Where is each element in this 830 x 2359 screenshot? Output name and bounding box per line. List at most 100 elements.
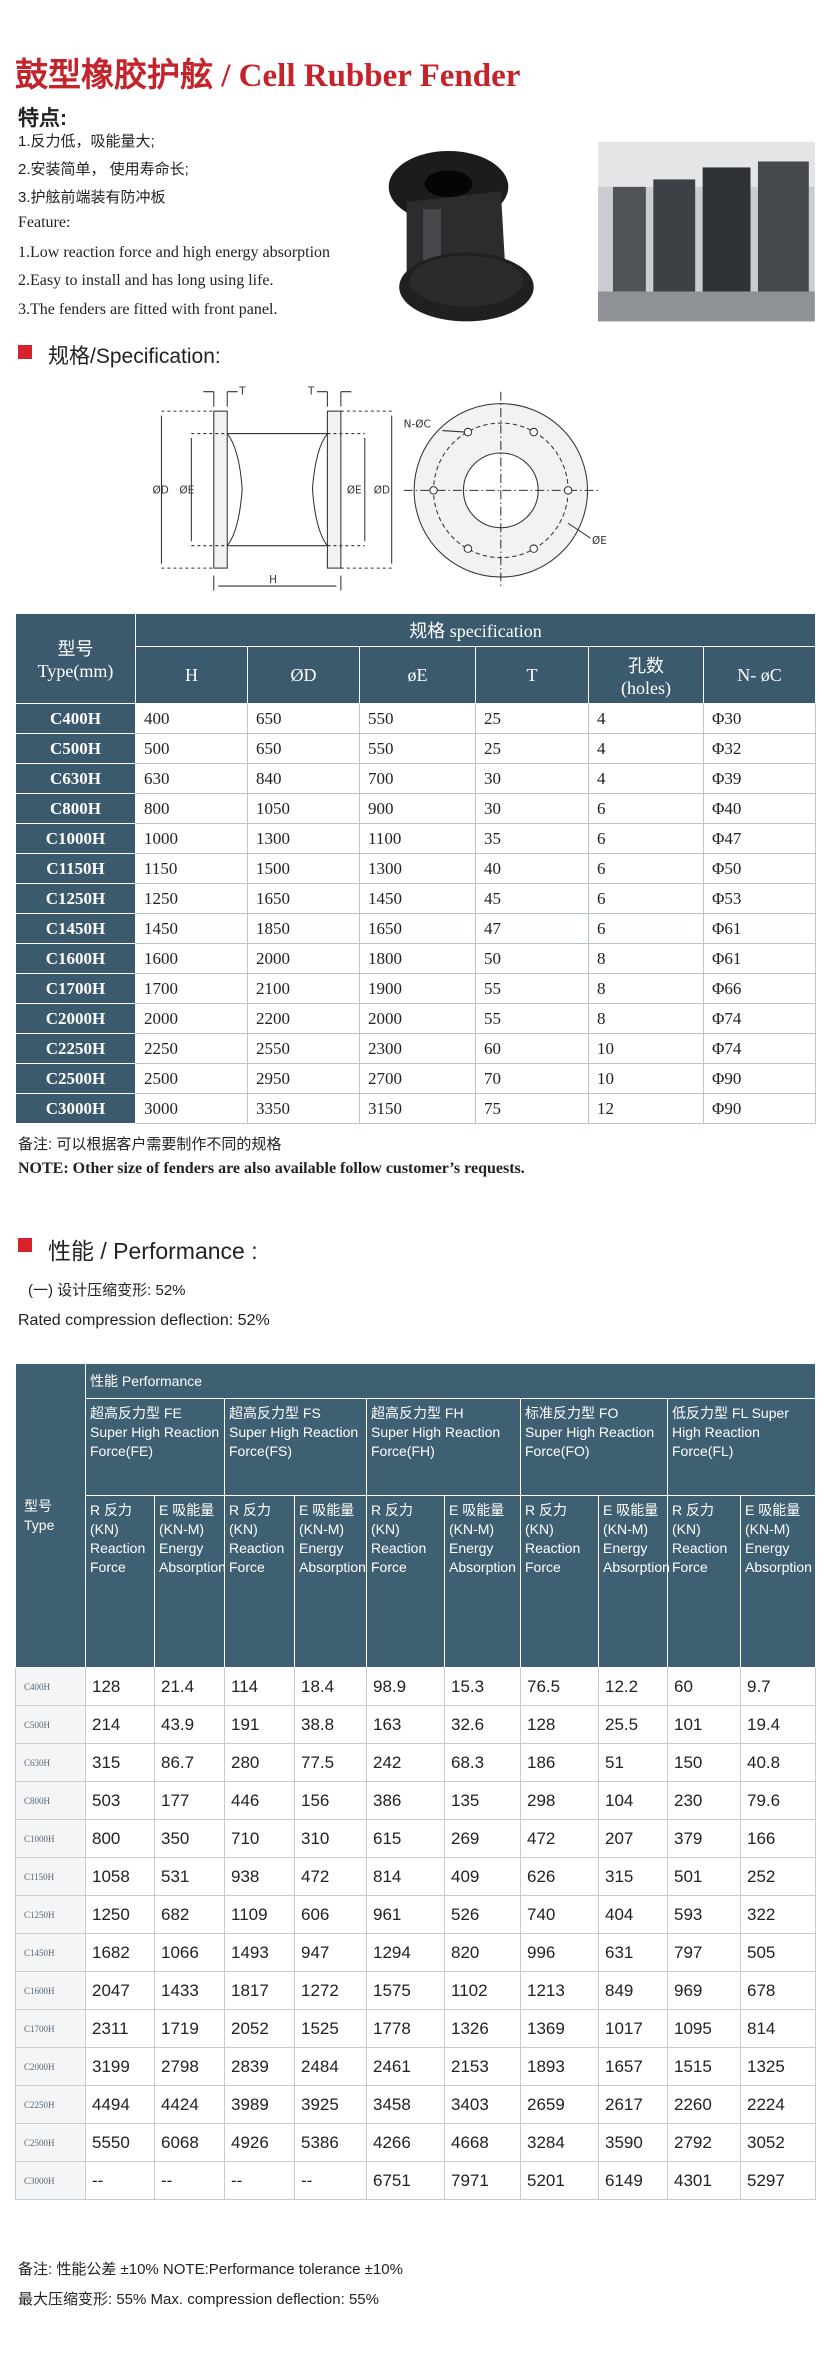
data-cell: 156 xyxy=(294,1781,367,1820)
data-cell: 75 xyxy=(475,1093,589,1124)
data-cell: 1000 xyxy=(135,823,248,854)
type-cell: C2250H xyxy=(15,1033,136,1064)
data-cell: 8 xyxy=(588,1003,704,1034)
data-cell: 5297 xyxy=(739,2161,817,2200)
data-cell: 3458 xyxy=(366,2085,445,2124)
feature-cn: 3.护舷前端装有防冲板 xyxy=(18,189,166,206)
sub-header: E 吸能量 (KN-M) Energy Absorption xyxy=(598,1495,670,1668)
data-cell: 4424 xyxy=(154,2085,225,2124)
feature-en: 1.Low reaction force and high energy abs… xyxy=(18,244,331,261)
data-cell: 1450 xyxy=(135,913,248,944)
type-cell: C1600H xyxy=(15,1971,86,2010)
header-text: Energy Absorption xyxy=(745,1540,812,1575)
data-cell: 1294 xyxy=(366,1933,445,1972)
group-name: 超高反力型 FH Super High Reaction Force(FH) xyxy=(366,1398,521,1496)
data-cell: 2052 xyxy=(224,2009,295,2048)
data-cell: 2000 xyxy=(359,1003,476,1034)
header-text: (KN) xyxy=(371,1521,400,1537)
data-cell: 252 xyxy=(739,1857,817,1896)
header-text: High Reaction Force(FL) xyxy=(672,1424,760,1459)
header-text: 低反力型 FL Super xyxy=(672,1405,789,1421)
header-row: H ØD øE T 孔数 (holes) N- øC xyxy=(16,646,816,704)
sub-header: E 吸能量 (KN-M) Energy Absorption xyxy=(154,1495,226,1668)
feature-cn: 1.反力低，吸能量大; xyxy=(18,133,155,150)
header-text: Super High Reaction Force(FH) xyxy=(371,1424,501,1459)
header-text: Type(mm) xyxy=(37,661,114,681)
data-cell: 76.5 xyxy=(520,1667,599,1706)
data-cell: 12 xyxy=(588,1093,704,1124)
header-row: R 反力 (KN) Reaction Force E 吸能量 (KN-M) Energy … xyxy=(16,1495,817,1668)
data-cell: 5201 xyxy=(520,2161,599,2200)
diagram-label: T xyxy=(307,386,315,398)
data-cell: 404 xyxy=(598,1895,668,1934)
data-cell: 1515 xyxy=(667,2047,741,2086)
data-cell: 820 xyxy=(444,1933,521,1972)
table-row: C1600H 2047 1433 1817 1272 1575 1102 1213 849 969… xyxy=(15,1971,817,2010)
note: NOTE: Other size of fenders are also ava… xyxy=(18,1160,525,1177)
header-text: H xyxy=(185,664,198,685)
table-row: C500H 500 650 550 25 4 Φ32 xyxy=(15,733,816,764)
data-cell: -- xyxy=(224,2161,295,2200)
table-row: C2500H 2500 2950 2700 70 10 Φ90 xyxy=(15,1063,816,1094)
data-cell: 2260 xyxy=(667,2085,741,2124)
data-cell: 322 xyxy=(739,1895,817,1934)
data-cell: 298 xyxy=(520,1781,599,1820)
data-cell: 35 xyxy=(475,823,589,854)
data-cell: 242 xyxy=(366,1743,445,1782)
header-text: 超高反力型 FH xyxy=(371,1405,464,1421)
type-cell: C2500H xyxy=(15,1063,136,1094)
data-cell: 1300 xyxy=(359,853,476,884)
header-text: Energy Absorption xyxy=(299,1540,366,1575)
data-cell: 650 xyxy=(247,733,360,764)
column-header: H xyxy=(135,646,248,704)
data-cell: 2950 xyxy=(247,1063,360,1094)
data-cell: 6 xyxy=(588,913,704,944)
table-row: C1700H 2311 1719 2052 1525 1778 1326 1369 1017 10… xyxy=(15,2009,817,2048)
data-cell: 10 xyxy=(588,1063,704,1094)
diagram-label: ØE xyxy=(347,484,362,496)
note: 最大压缩变形: 55% Max. compression deflection:… xyxy=(18,2291,379,2308)
data-cell: 501 xyxy=(667,1857,741,1896)
group-name: 低反力型 FL Super High Reaction Force(FL) xyxy=(666,1398,817,1496)
table-row: C630H 630 840 700 30 4 Φ39 xyxy=(15,763,816,794)
header-text: (KN) xyxy=(90,1521,119,1537)
data-cell: 1213 xyxy=(520,1971,599,2010)
data-cell: 2700 xyxy=(359,1063,476,1094)
page-title: 鼓型橡胶护舷 / Cell Rubber Fender xyxy=(15,58,521,94)
type-cell: C3000H xyxy=(15,1093,136,1124)
header-text: (KN-M) xyxy=(449,1521,495,1537)
data-cell: 1493 xyxy=(224,1933,295,1972)
data-cell: 593 xyxy=(667,1895,741,1934)
data-cell: 8 xyxy=(588,973,704,1004)
header-text: Energy Absorption xyxy=(449,1540,516,1575)
deflection: Rated compression deflection: 52% xyxy=(18,1312,270,1329)
data-cell: 6 xyxy=(588,883,704,914)
type-cell: C3000H xyxy=(15,2161,86,2200)
type-cell: C400H xyxy=(15,1667,86,1706)
header-text: (KN-M) xyxy=(603,1521,649,1537)
data-cell: 207 xyxy=(598,1819,668,1858)
sub-header: R 反力 (KN) Reaction Force xyxy=(520,1495,599,1668)
type-cell: C1600H xyxy=(15,943,136,974)
header-text: (KN) xyxy=(229,1521,258,1537)
data-cell: 280 xyxy=(224,1743,295,1782)
data-cell: -- xyxy=(85,2161,155,2200)
data-cell: 214 xyxy=(85,1705,155,1744)
data-cell: Φ74 xyxy=(703,1033,816,1064)
sub-header: R 反力 (KN) Reaction Force xyxy=(85,1495,155,1668)
header-text: (holes) xyxy=(621,677,671,698)
header-text: E 吸能量 xyxy=(603,1502,659,1518)
diagram-label: H xyxy=(269,574,277,586)
data-cell: 4 xyxy=(588,733,704,764)
data-cell: 379 xyxy=(667,1819,741,1858)
header-text: (KN) xyxy=(525,1521,554,1537)
data-cell: 1250 xyxy=(135,883,248,914)
header-text: Reaction Force xyxy=(525,1540,581,1575)
data-cell: 79.6 xyxy=(739,1781,817,1820)
data-cell: Φ39 xyxy=(703,763,816,794)
data-cell: 2300 xyxy=(359,1033,476,1064)
diagram-label: T xyxy=(238,386,246,398)
data-cell: 1800 xyxy=(359,943,476,974)
data-cell: 797 xyxy=(667,1933,741,1972)
